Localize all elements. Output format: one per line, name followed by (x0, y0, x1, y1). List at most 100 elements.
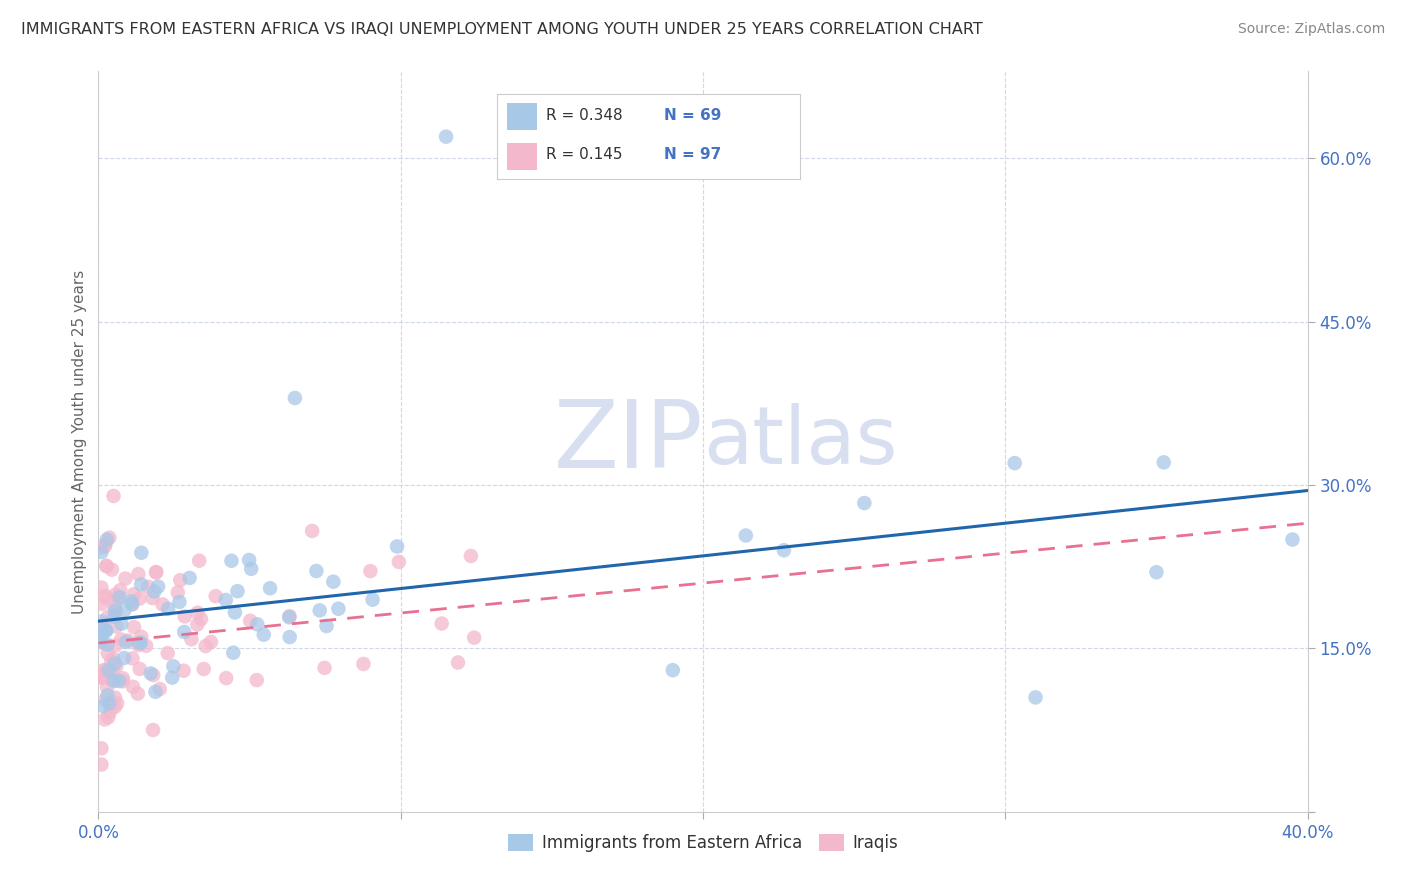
Point (107, 591, 129, 605)
Point (90, 581, 112, 595)
Point (121, 598, 143, 612)
Point (305, 564, 328, 578)
Point (173, 609, 195, 624)
Point (127, 567, 149, 582)
Point (94, 624, 117, 638)
Point (142, 668, 165, 682)
Point (143, 584, 166, 599)
Point (111, 671, 134, 685)
Point (93, 713, 115, 727)
Point (90, 545, 112, 559)
Point (1281, 533, 1303, 547)
Point (104, 700, 127, 714)
Point (204, 589, 226, 603)
Legend: Immigrants from Eastern Africa, Iraqis: Immigrants from Eastern Africa, Iraqis (502, 828, 904, 859)
Point (110, 583, 132, 598)
Point (314, 661, 336, 675)
Point (1144, 565, 1167, 579)
Point (278, 610, 301, 624)
Point (112, 651, 135, 665)
Point (105, 619, 128, 633)
Point (121, 597, 143, 611)
Point (90, 671, 112, 685)
Point (239, 614, 262, 628)
Point (115, 635, 138, 649)
Point (97, 610, 120, 624)
Point (246, 673, 269, 687)
Point (166, 585, 188, 599)
Point (104, 599, 127, 614)
Point (135, 639, 157, 653)
Point (110, 632, 132, 647)
Text: ZIP: ZIP (554, 395, 703, 488)
Point (240, 562, 263, 576)
Point (100, 673, 122, 687)
Point (141, 591, 163, 606)
Point (127, 638, 149, 652)
Y-axis label: Unemployment Among Youth under 25 years: Unemployment Among Youth under 25 years (72, 269, 87, 614)
Point (221, 554, 243, 568)
Point (129, 636, 152, 650)
Point (98, 705, 121, 719)
Point (94, 693, 117, 707)
Point (128, 636, 150, 650)
Point (96, 558, 118, 573)
Point (152, 598, 174, 612)
Point (111, 674, 134, 689)
Point (96, 591, 118, 606)
Point (98, 531, 121, 545)
Point (104, 603, 127, 617)
Point (114, 603, 136, 617)
Point (308, 603, 330, 617)
Point (259, 581, 281, 595)
Point (103, 673, 125, 688)
Point (103, 489, 125, 503)
Point (661, 663, 683, 677)
Point (91, 699, 114, 714)
Point (278, 630, 301, 644)
Point (385, 540, 408, 554)
Point (142, 723, 165, 737)
Point (1153, 455, 1175, 469)
Point (434, 129, 457, 144)
Point (90, 541, 112, 555)
Point (93, 623, 115, 637)
Point (97, 663, 120, 677)
Point (169, 595, 191, 609)
Point (179, 571, 201, 585)
Point (359, 564, 381, 578)
Point (91, 618, 114, 632)
Point (90, 597, 112, 611)
Point (96, 681, 118, 695)
Point (361, 592, 384, 607)
Point (90, 635, 112, 649)
Point (430, 616, 453, 631)
Point (246, 617, 269, 632)
Point (322, 574, 344, 589)
Point (226, 584, 249, 599)
Point (253, 628, 276, 642)
Point (90, 670, 112, 684)
Point (103, 652, 125, 666)
Point (328, 601, 350, 615)
Point (97, 710, 120, 724)
Point (162, 659, 184, 673)
Point (105, 696, 128, 710)
Point (190, 612, 212, 626)
Point (97, 638, 120, 652)
Point (180, 632, 202, 647)
Point (90, 626, 112, 640)
Text: atlas: atlas (703, 402, 897, 481)
Point (128, 591, 150, 606)
Point (90, 615, 112, 629)
Point (101, 665, 124, 679)
Point (352, 657, 374, 671)
Point (103, 609, 125, 624)
Point (146, 580, 169, 594)
Point (193, 662, 215, 676)
Point (90, 741, 112, 756)
Point (104, 657, 127, 671)
Point (1004, 456, 1026, 470)
Point (121, 651, 143, 665)
Text: IMMIGRANTS FROM EASTERN AFRICA VS IRAQI UNEMPLOYMENT AMONG YOUTH UNDER 25 YEARS : IMMIGRANTS FROM EASTERN AFRICA VS IRAQI … (21, 22, 983, 37)
